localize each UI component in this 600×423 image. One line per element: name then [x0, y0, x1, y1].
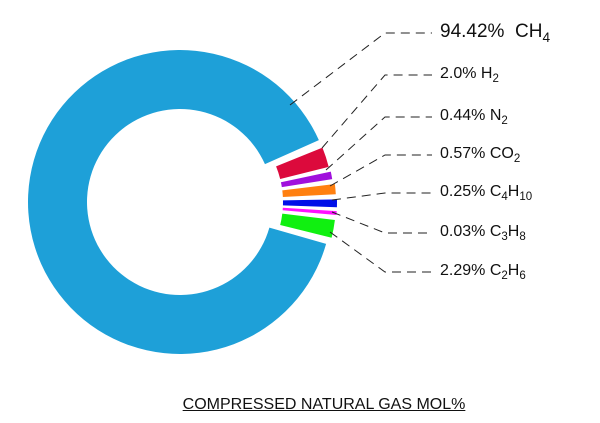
slice-co2: [282, 183, 336, 198]
slice-h2: [276, 147, 329, 180]
label-formula: CO2: [489, 145, 521, 166]
label-c3h8: 0.03% C3H8: [440, 223, 526, 244]
label-c2h6: 2.29% C2H6: [440, 262, 526, 283]
label-value: 94.42%: [440, 21, 515, 42]
label-ch4: 94.42% CH4: [440, 21, 551, 45]
slice-c2h6: [280, 213, 335, 238]
leader-line-h2: [321, 74, 432, 149]
label-value: 0.25%: [440, 183, 490, 200]
label-formula: CH4: [515, 21, 551, 45]
label-co2: 0.57% CO2: [440, 145, 521, 166]
label-c4h10: 0.25% C4H10: [440, 183, 533, 204]
label-formula: N2: [489, 107, 508, 128]
leader-line-n2: [325, 116, 432, 171]
label-formula: C2H6: [489, 262, 526, 283]
slice-c3h8: [282, 207, 337, 215]
label-formula: C3H8: [489, 223, 526, 244]
label-h2: 2.0% H2: [440, 65, 499, 86]
label-formula: H2: [480, 65, 499, 86]
label-value: 2.0%: [440, 65, 481, 82]
label-n2: 0.44% N2: [440, 107, 508, 128]
chart-title: COMPRESSED NATURAL GAS MOL%: [182, 396, 466, 413]
leader-line-c3h8: [331, 211, 432, 234]
label-formula: C4H10: [489, 183, 533, 204]
leader-line-co2: [329, 154, 432, 187]
leader-line-c2h6: [329, 231, 432, 273]
label-value: 0.03%: [440, 223, 490, 240]
slice-c4h10: [282, 199, 337, 208]
label-value: 0.57%: [440, 145, 490, 162]
slice-ch4: [28, 49, 327, 354]
leader-line-c4h10: [331, 192, 432, 201]
slice-n2: [280, 171, 333, 188]
label-value: 0.44%: [440, 107, 490, 124]
leader-line-ch4: [289, 32, 432, 106]
label-value: 2.29%: [440, 262, 490, 279]
